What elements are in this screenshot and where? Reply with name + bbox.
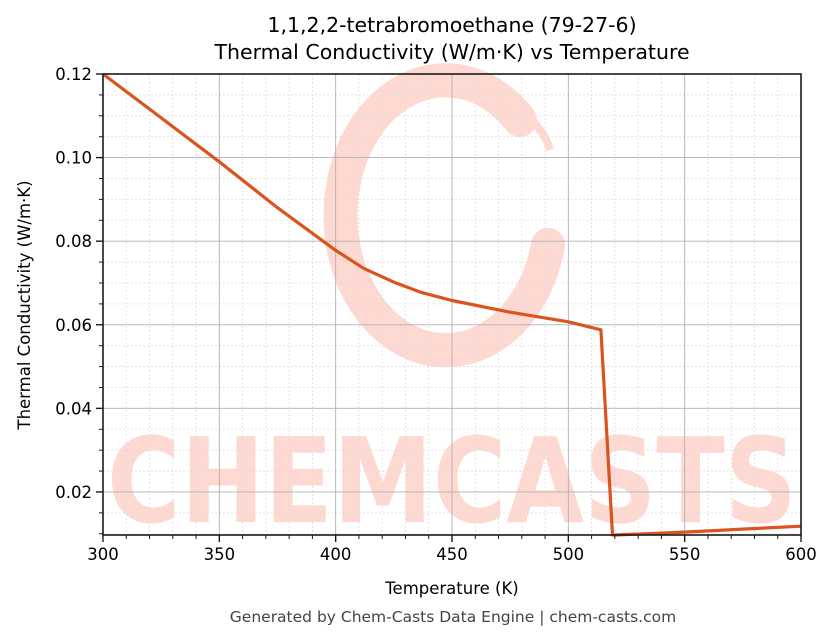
x-tick-label: 600: [785, 545, 817, 564]
x-tick-label: 350: [204, 545, 236, 564]
data-line: [102, 72, 802, 537]
y-tick-label: 0.06: [55, 316, 92, 335]
chart-title-line2: Thermal Conductivity (W/m·K) vs Temperat…: [214, 40, 690, 64]
x-tick-label: 450: [436, 545, 468, 564]
x-tick-label: 300: [87, 545, 119, 564]
x-tick-label: 500: [553, 545, 585, 564]
x-tick-label: 550: [669, 545, 701, 564]
x-tick-label: 400: [320, 545, 352, 564]
axis-ticks: [96, 73, 802, 542]
y-tick-label: 0.10: [55, 149, 92, 168]
y-axis-label: Thermal Conductivity (W/m·K): [15, 180, 34, 430]
footer-credit: Generated by Chem-Casts Data Engine | ch…: [229, 608, 677, 626]
y-tick-label: 0.04: [55, 399, 92, 418]
chart-title-line1: 1,1,2,2-tetrabromoethane (79-27-6): [267, 13, 637, 37]
x-axis-label: Temperature (K): [384, 579, 518, 598]
y-tick-labels: 0.02 0.04 0.06 0.08 0.10 0.12: [55, 65, 92, 502]
y-tick-label: 0.02: [55, 483, 92, 502]
x-tick-labels: 300 350 400 450 500 550 600: [87, 545, 817, 564]
y-tick-label: 0.12: [55, 65, 92, 84]
y-tick-label: 0.08: [55, 232, 92, 251]
